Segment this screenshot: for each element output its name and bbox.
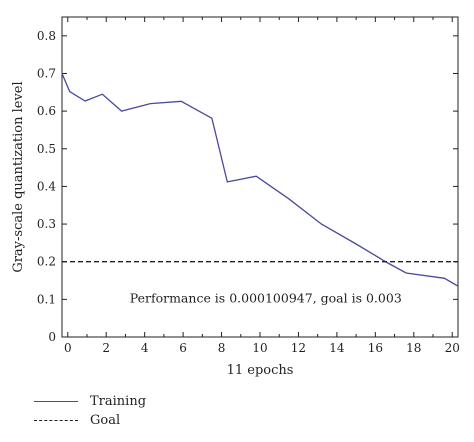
plot-area-frame	[61, 16, 459, 338]
x-axis-label: 11 epochs	[227, 363, 294, 378]
x-tick-label: 2	[102, 341, 110, 355]
y-axis-label: Gray-scale quantization level	[11, 81, 26, 272]
y-axis-ticks: 0 0.1 0.2 0.3 0.4 0.5 0.6 0.7 0.8	[37, 29, 458, 344]
y-tick-label: 0.3	[37, 217, 56, 231]
x-tick-label: 14	[329, 341, 345, 355]
legend-label-goal: Goal	[90, 413, 121, 428]
x-tick-label: 6	[179, 341, 187, 355]
y-tick-label: 0.2	[37, 255, 56, 269]
legend-label-training: Training	[90, 394, 147, 409]
goal-line-swatch	[34, 420, 78, 421]
x-tick-label: 18	[406, 341, 421, 355]
x-axis-ticks: 0 2 4 6 8 10 12 14 16 18 20	[64, 17, 460, 355]
x-tick-label: 8	[218, 341, 226, 355]
x-tick-label: 4	[141, 341, 149, 355]
y-tick-label: 0.8	[37, 29, 56, 43]
x-tick-label: 16	[368, 341, 383, 355]
y-tick-label: 0.7	[37, 66, 56, 80]
series-line-training	[61, 73, 459, 287]
y-tick-label: 0.1	[37, 292, 56, 306]
y-tick-label: 0.6	[37, 104, 56, 118]
y-tick-label: 0.5	[37, 142, 56, 156]
performance-annotation: Performance is 0.000100947, goal is 0.00…	[130, 290, 402, 305]
y-tick-label: 0	[48, 330, 56, 344]
x-tick-label: 20	[445, 341, 460, 355]
series-lines	[61, 73, 459, 287]
x-tick-label: 12	[291, 341, 306, 355]
legend: Training Goal	[34, 392, 146, 430]
x-tick-label: 0	[64, 341, 72, 355]
training-line-swatch	[34, 401, 78, 402]
chart: 0 0.1 0.2 0.3 0.4 0.5 0.6 0.7 0.8 0 2 4 6 8 10 12 14 16 1…	[11, 16, 460, 378]
legend-item-goal: Goal	[34, 411, 146, 430]
y-tick-label: 0.4	[37, 179, 56, 193]
x-tick-label: 10	[252, 341, 267, 355]
legend-item-training: Training	[34, 392, 146, 411]
